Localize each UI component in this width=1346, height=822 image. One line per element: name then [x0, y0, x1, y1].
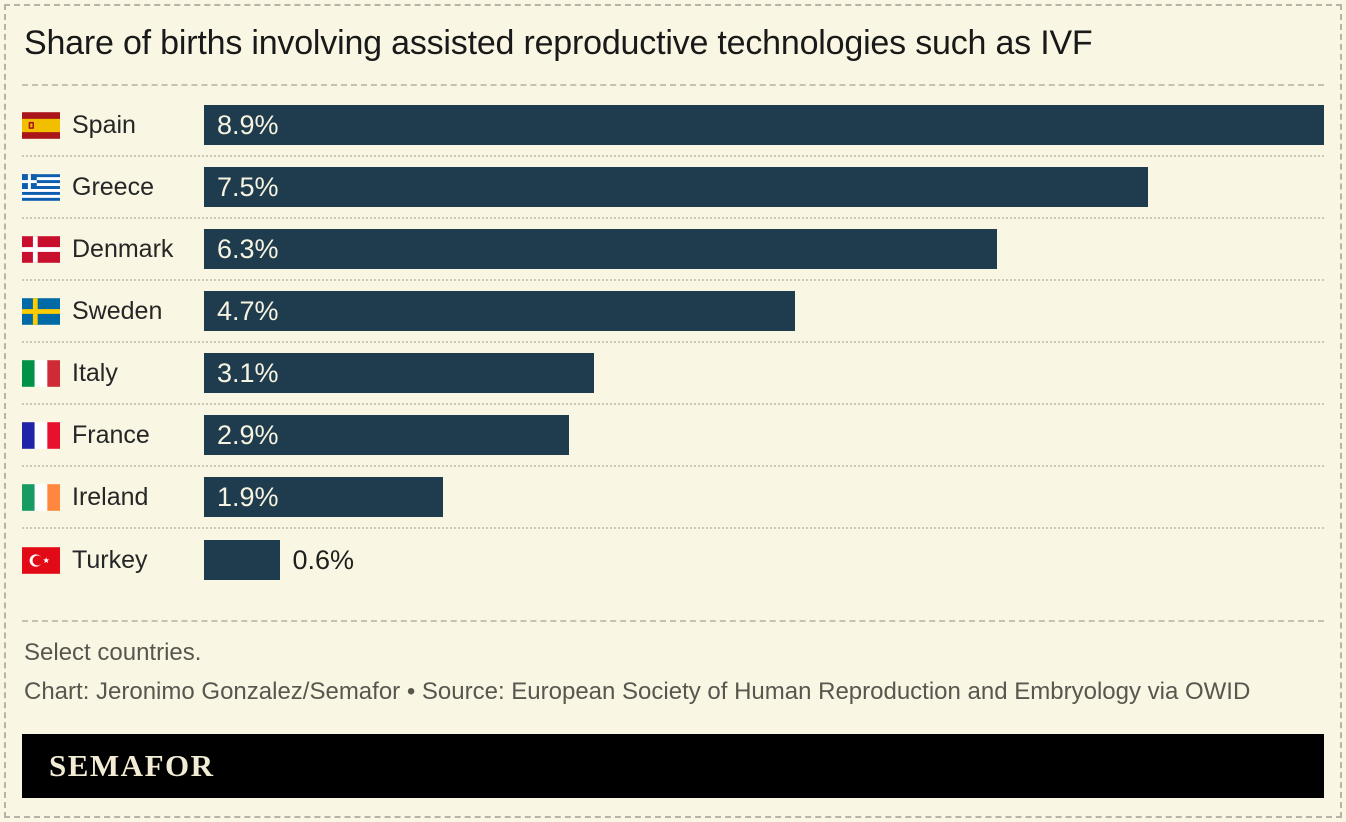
value-label: 2.9% — [217, 419, 279, 450]
bar-track: 1.9% — [204, 477, 1324, 517]
table-row: Turkey 0.6% — [22, 529, 1324, 591]
sweden-flag-icon — [22, 297, 60, 325]
denmark-flag-icon — [22, 235, 60, 263]
bar-track: 2.9% — [204, 415, 1324, 455]
bar-track: 7.5% — [204, 167, 1324, 207]
value-label: 3.1% — [217, 357, 279, 388]
chart-credit: Chart: Jeronimo Gonzalez/Semafor • Sourc… — [24, 678, 1251, 705]
country-label: Greece — [72, 172, 154, 201]
chart-note: Select countries. — [24, 639, 202, 666]
table-row: Sweden 4.7% — [22, 281, 1324, 343]
spain-flag-icon — [22, 111, 60, 139]
bar-chart: Spain 8.9% Greece 7.5% Denmark 6.3% Sweden 4.7%… — [22, 95, 1324, 591]
france-flag-icon — [22, 421, 60, 449]
table-row: France 2.9% — [22, 405, 1324, 467]
bar-track: 3.1% — [204, 353, 1324, 393]
country-label: Denmark — [72, 234, 174, 263]
table-row: Italy 3.1% — [22, 343, 1324, 405]
table-row: Spain 8.9% — [22, 95, 1324, 157]
value-label: 8.9% — [217, 109, 279, 140]
table-row: Denmark 6.3% — [22, 219, 1324, 281]
table-row: Greece 7.5% — [22, 157, 1324, 219]
bar-track: 8.9% — [204, 105, 1324, 145]
value-label: 0.6% — [292, 544, 355, 575]
country-label: Italy — [72, 358, 118, 387]
bar: 8.9% — [204, 105, 1324, 145]
turkey-flag-icon — [22, 546, 60, 574]
ireland-flag-icon — [22, 483, 60, 511]
bar-track: 6.3% — [204, 229, 1324, 269]
greece-flag-icon — [22, 173, 60, 201]
table-row: Ireland 1.9% — [22, 467, 1324, 529]
bar: 3.1% — [204, 353, 595, 393]
bar: 6.3% — [204, 229, 997, 269]
value-label: 4.7% — [217, 295, 279, 326]
country-label: Spain — [72, 110, 136, 139]
bar: 7.5% — [204, 167, 1148, 207]
bar-track: 4.7% — [204, 291, 1324, 331]
bar: 2.9% — [204, 415, 569, 455]
country-label: France — [72, 420, 150, 449]
value-label: 6.3% — [217, 233, 279, 264]
bar — [204, 540, 280, 580]
chart-title: Share of births involving assisted repro… — [24, 24, 1093, 62]
footer-separator — [22, 620, 1324, 622]
value-label: 7.5% — [217, 171, 279, 202]
bar: 1.9% — [204, 477, 444, 517]
semafor-logo-bar: SEMAFOR — [22, 734, 1324, 798]
italy-flag-icon — [22, 359, 60, 387]
country-label: Ireland — [72, 482, 149, 511]
title-separator — [22, 84, 1324, 86]
bar-track: 0.6% — [204, 540, 1324, 580]
country-label: Turkey — [72, 545, 148, 574]
value-label: 1.9% — [217, 481, 279, 512]
semafor-logo: SEMAFOR — [49, 748, 215, 783]
country-label: Sweden — [72, 296, 163, 325]
bar: 4.7% — [204, 291, 796, 331]
